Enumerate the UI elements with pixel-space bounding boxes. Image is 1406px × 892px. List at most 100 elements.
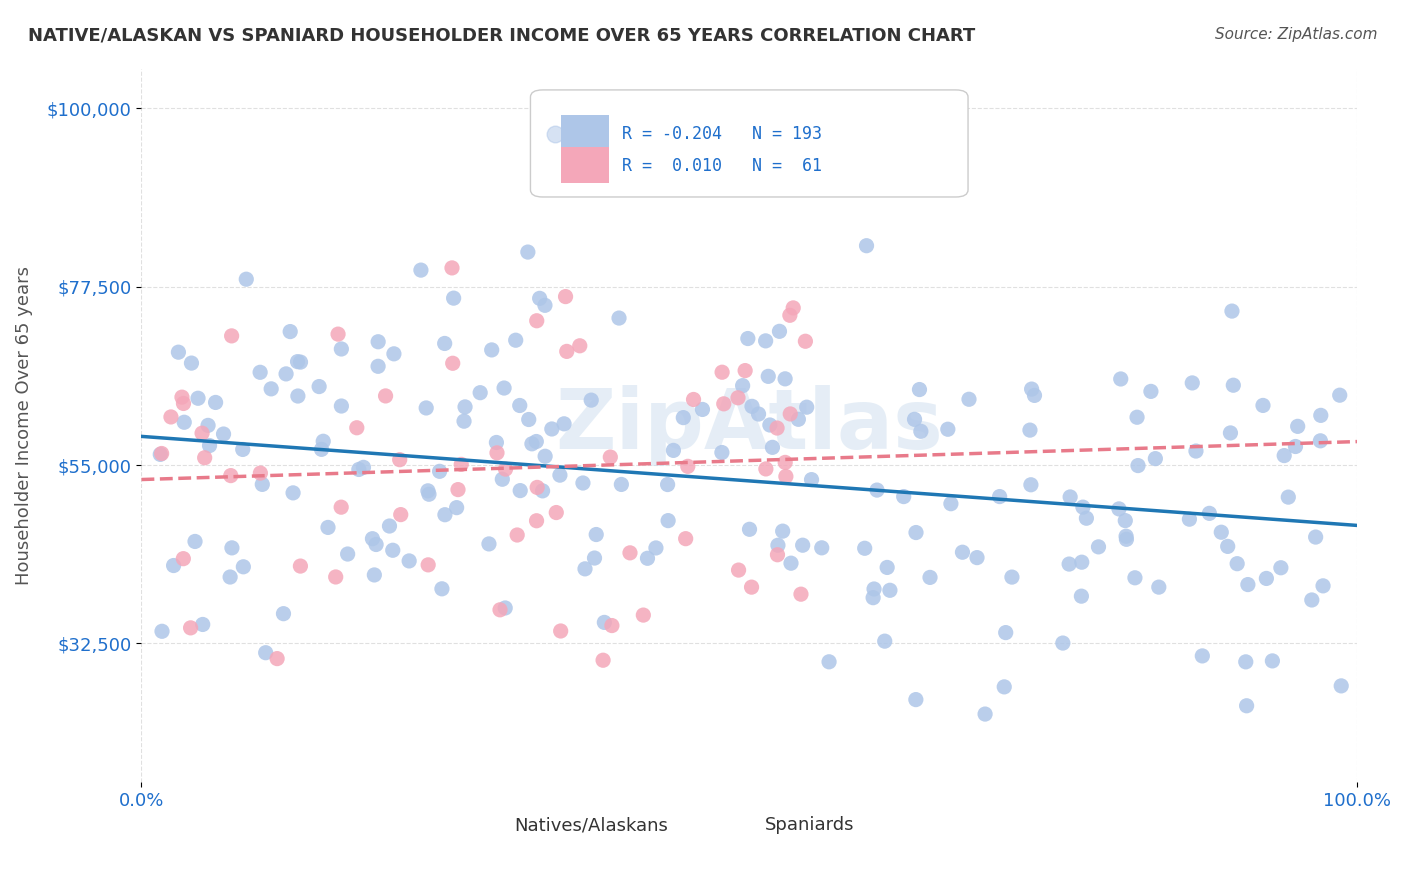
Point bbox=[748, 407, 770, 421]
Point bbox=[918, 570, 941, 584]
Point bbox=[1070, 589, 1092, 603]
Point bbox=[863, 582, 886, 596]
Point bbox=[191, 617, 214, 632]
Point bbox=[1115, 529, 1137, 543]
Point bbox=[353, 460, 375, 475]
Point bbox=[548, 468, 571, 483]
Point bbox=[939, 497, 962, 511]
Point bbox=[676, 459, 699, 474]
Point bbox=[1222, 378, 1244, 392]
Text: Source: ZipAtlas.com: Source: ZipAtlas.com bbox=[1215, 27, 1378, 42]
Point bbox=[1237, 577, 1260, 591]
Point bbox=[1309, 434, 1331, 448]
Point bbox=[738, 522, 761, 536]
Point bbox=[1147, 580, 1170, 594]
Point bbox=[416, 483, 439, 498]
Point bbox=[1123, 571, 1146, 585]
Point bbox=[782, 301, 804, 315]
Text: Spaniards: Spaniards bbox=[765, 816, 855, 834]
Point bbox=[853, 541, 876, 556]
Point bbox=[517, 412, 540, 426]
Point bbox=[481, 343, 503, 357]
Text: Natives/Alaskans: Natives/Alaskans bbox=[515, 816, 668, 834]
Point bbox=[572, 475, 595, 490]
Point bbox=[862, 591, 884, 605]
Point bbox=[374, 389, 396, 403]
Point bbox=[779, 407, 801, 421]
Point bbox=[180, 356, 202, 370]
Point bbox=[1019, 423, 1042, 437]
Point bbox=[184, 534, 207, 549]
Point bbox=[446, 500, 468, 515]
Point bbox=[936, 422, 959, 436]
Point bbox=[325, 570, 347, 584]
Point bbox=[773, 372, 796, 386]
Point bbox=[1108, 502, 1130, 516]
Point bbox=[505, 333, 527, 347]
Point bbox=[966, 550, 988, 565]
Point bbox=[1309, 409, 1331, 423]
Point bbox=[232, 442, 254, 457]
Bar bbox=[494, 807, 543, 836]
Point bbox=[1024, 388, 1046, 402]
Point bbox=[364, 537, 387, 551]
Point bbox=[254, 646, 277, 660]
Point bbox=[790, 587, 813, 601]
Point bbox=[273, 607, 295, 621]
Point bbox=[221, 329, 243, 343]
Point bbox=[409, 263, 432, 277]
Bar bbox=[561, 115, 609, 151]
Point bbox=[794, 334, 817, 349]
Point bbox=[1312, 579, 1334, 593]
Point bbox=[330, 342, 353, 356]
Point bbox=[287, 354, 309, 368]
Text: R =  0.010   N =  61: R = 0.010 N = 61 bbox=[621, 157, 821, 176]
Point bbox=[381, 543, 404, 558]
Point bbox=[662, 443, 685, 458]
Point bbox=[574, 562, 596, 576]
Point bbox=[485, 435, 508, 450]
Point bbox=[330, 399, 353, 413]
Point bbox=[382, 347, 405, 361]
Point bbox=[172, 396, 194, 410]
Point bbox=[191, 426, 214, 441]
Point bbox=[150, 446, 173, 460]
Point bbox=[633, 608, 655, 623]
Point bbox=[873, 634, 896, 648]
Point bbox=[450, 458, 472, 472]
Point bbox=[657, 477, 679, 491]
Point bbox=[593, 615, 616, 630]
Point bbox=[478, 537, 501, 551]
Point bbox=[1198, 507, 1220, 521]
Point bbox=[904, 692, 927, 706]
Point bbox=[994, 625, 1017, 640]
Point bbox=[308, 379, 330, 393]
Point bbox=[756, 369, 779, 384]
Point bbox=[1234, 655, 1257, 669]
Point bbox=[1256, 571, 1278, 585]
Point bbox=[904, 525, 927, 540]
Point bbox=[160, 409, 183, 424]
Point bbox=[1144, 451, 1167, 466]
Point bbox=[494, 381, 516, 395]
Point bbox=[219, 570, 242, 584]
Point bbox=[1140, 384, 1163, 399]
Point bbox=[755, 334, 778, 348]
Point bbox=[418, 487, 440, 501]
Point bbox=[893, 490, 915, 504]
Point bbox=[418, 558, 440, 572]
Point bbox=[766, 421, 789, 435]
Point bbox=[692, 402, 714, 417]
Point bbox=[347, 462, 370, 476]
Point bbox=[910, 425, 932, 439]
Point bbox=[330, 500, 353, 515]
Point bbox=[957, 392, 980, 407]
Point bbox=[1216, 540, 1239, 554]
Point bbox=[1019, 477, 1042, 491]
Point bbox=[509, 483, 531, 498]
Point bbox=[600, 618, 623, 632]
Point bbox=[755, 462, 778, 476]
Point bbox=[1219, 425, 1241, 440]
Point bbox=[780, 556, 803, 570]
Point bbox=[398, 554, 420, 568]
